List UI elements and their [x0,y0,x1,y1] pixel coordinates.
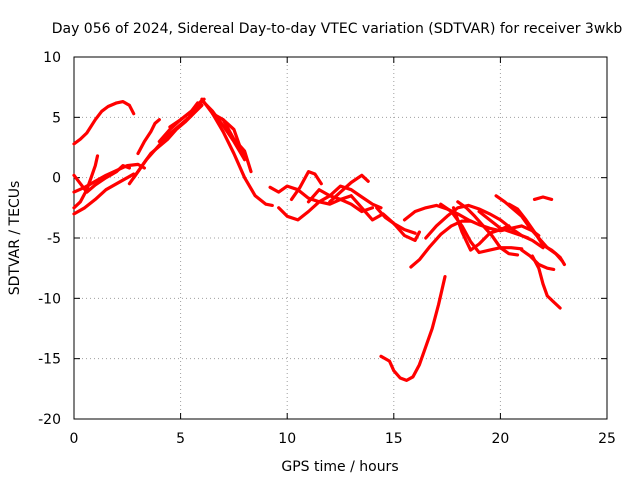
series-trace-12 [211,112,247,162]
x-tick-label: 10 [278,431,296,447]
series-trace-23 [424,203,530,240]
y-tick-label: 0 [52,171,61,187]
y-tick-label: -20 [38,412,61,428]
series-trace-30 [520,248,556,271]
series-trace-7 [132,103,204,180]
series-trace-27 [477,209,545,250]
chart-title: Day 056 of 2024, Sidereal Day-to-day VTE… [52,21,623,37]
axis-ticks: 0 5 10 15 20 25 10 5 0 -5 -10 -15 -20 [38,50,616,447]
y-tick-label: -15 [38,352,61,368]
x-tick-label: 20 [491,431,509,447]
series-trace-1 [72,100,136,146]
y-tick-label: -10 [38,291,61,307]
y-tick-label: 10 [43,50,61,66]
series-trace-32 [532,195,554,201]
series-trace-8 [136,118,161,156]
series-trace-31 [530,254,562,310]
y-tick-label: -5 [47,231,61,247]
series-trace-33 [379,275,447,382]
x-tick-label: 5 [176,431,185,447]
x-axis-label: GPS time / hours [281,459,398,475]
series-trace-20 [375,206,421,242]
series-trace-16 [289,170,323,201]
series-trace-21 [409,219,473,269]
series-trace-26 [456,200,520,257]
series-trace-29 [507,202,566,267]
series-trace-15 [277,194,375,222]
series-trace-13 [221,118,253,174]
y-axis-label: SDTVAR / TECUs [7,181,23,296]
series-trace-5 [72,162,146,194]
x-tick-label: 15 [385,431,403,447]
series-trace-22 [402,203,541,238]
x-tick-label: 25 [598,431,616,447]
series-group [72,97,566,382]
x-tick-label: 0 [70,431,79,447]
series-trace-14 [268,184,353,206]
series-trace-18 [328,173,370,204]
series-trace-11 [200,97,274,207]
grid [74,57,607,419]
series-trace-4 [72,172,136,216]
y-tick-label: 5 [52,110,61,126]
